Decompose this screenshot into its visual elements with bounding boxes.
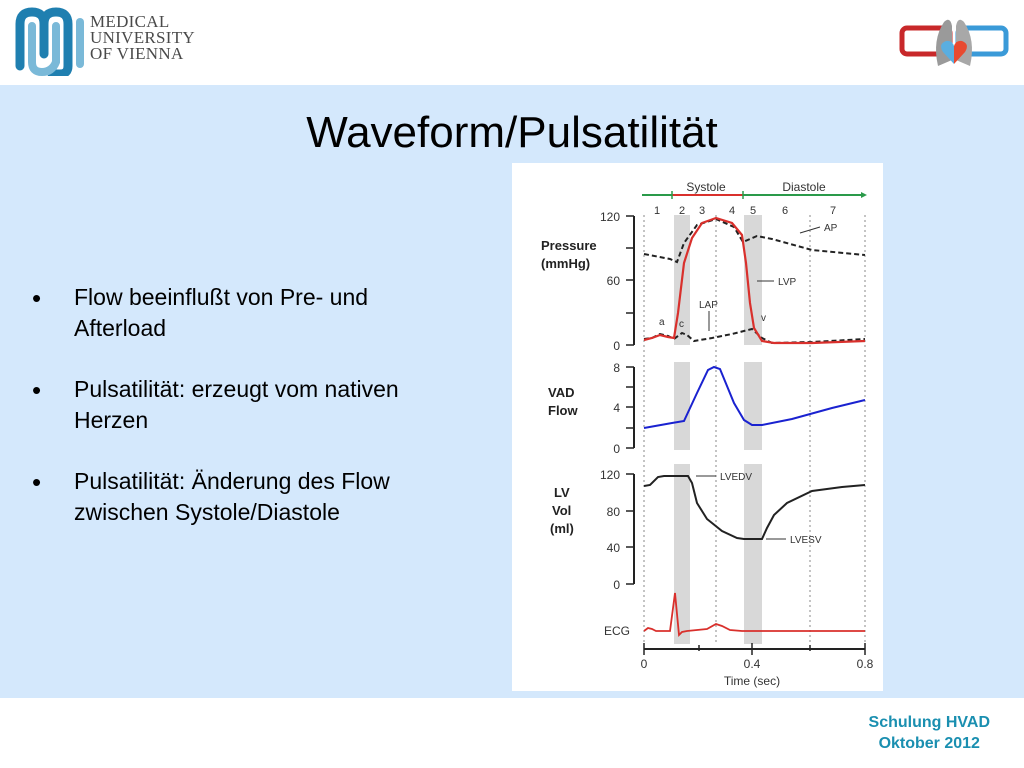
isovolumic-band	[744, 215, 762, 345]
footer-caption: Schulung HVAD Oktober 2012	[869, 712, 990, 754]
svg-text:4: 4	[729, 205, 735, 217]
medical-university-vienna-logo-icon	[15, 7, 84, 76]
bullet-text: Herzen	[74, 407, 149, 433]
isovolumic-band	[674, 464, 690, 644]
bullet-text: zwischen Systole/Diastole	[74, 499, 340, 525]
slide-title: Waveform/Pulsatilität	[306, 108, 718, 157]
systole-label: Systole	[686, 180, 726, 194]
bullet-text: Pulsatilität: erzeugt vom nativen	[74, 376, 399, 402]
lvp-curve	[643, 216, 866, 345]
vad-axis-label-2: Flow	[548, 403, 578, 418]
lvp-annotation: LVP	[778, 277, 796, 288]
svg-text:5: 5	[750, 205, 756, 217]
svg-text:3: 3	[699, 205, 705, 217]
ecg-label: ECG	[604, 624, 630, 638]
isovolumic-band	[674, 362, 690, 450]
bullet-text: Afterload	[74, 315, 167, 341]
lvedv-annotation: LVEDV	[720, 472, 752, 483]
slide-footer	[0, 698, 1024, 768]
v-wave-label: v	[761, 313, 766, 324]
vad-axis-label: VAD	[548, 385, 574, 400]
diastole-label: Diastole	[782, 180, 826, 194]
svg-text:1: 1	[654, 205, 660, 217]
logo-line-3: OF VIENNA	[90, 44, 184, 63]
waveform-figure: Systole Diastole 1 2 3 4 5 6 7 120 60 0	[512, 163, 883, 691]
svg-text:7: 7	[830, 205, 836, 217]
bullet-icon: •	[32, 375, 42, 405]
a-wave-label: a	[659, 317, 665, 328]
tick-label: 8	[613, 361, 620, 375]
isovolumic-band	[744, 464, 762, 644]
tick-label: 120	[600, 210, 620, 224]
lvvol-axis-label-2: Vol	[552, 503, 571, 518]
time-axis-label: Time (sec)	[724, 674, 780, 688]
time-axis: 0 0.4 0.8 Time (sec)	[641, 643, 874, 688]
tick-label: 0	[641, 657, 648, 671]
bullet-item: • Pulsatilität: Änderung des Flow zwisch…	[30, 466, 500, 528]
tick-label: 0	[613, 339, 620, 353]
logo-line-2: UNIVERSITY	[90, 28, 195, 47]
c-wave-label: c	[679, 319, 684, 330]
bullet-item: • Flow beeinflußt von Pre- und Afterload	[30, 282, 500, 344]
tick-label: 0	[613, 578, 620, 592]
svg-text:2: 2	[679, 205, 685, 217]
university-name: MEDICAL UNIVERSITY OF VIENNA	[90, 12, 195, 63]
lv-volume-curve	[643, 475, 866, 540]
logo-line-1: MEDICAL	[90, 12, 170, 31]
isovolumic-band	[744, 362, 762, 450]
arrow-right-icon	[861, 192, 867, 198]
tick-label: 0	[613, 442, 620, 456]
bullet-item: • Pulsatilität: erzeugt vom nativen Herz…	[30, 374, 500, 436]
lvesv-annotation: LVESV	[790, 535, 822, 546]
bullet-list: • Flow beeinflußt von Pre- und Afterload…	[30, 282, 500, 558]
tick-label: 120	[600, 468, 620, 482]
ap-curve	[643, 217, 866, 264]
ecg-trace	[643, 592, 865, 637]
tick-label: 40	[607, 541, 621, 555]
footer-line-2: Oktober 2012	[878, 735, 980, 752]
heart-lung-logo-icon	[899, 19, 1009, 66]
tick-label: 80	[607, 505, 621, 519]
vad-flow-panel: 8 4 0 VAD Flow	[548, 361, 866, 456]
bullet-text: Pulsatilität: Änderung des Flow	[74, 468, 390, 494]
tick-label: 4	[613, 401, 620, 415]
pressure-axis-label: Pressure	[541, 238, 597, 253]
pressure-axis-unit: (mmHg)	[541, 256, 590, 271]
tick-label: 60	[607, 274, 621, 288]
bullet-icon: •	[32, 283, 42, 313]
phase-gridlines	[643, 215, 866, 643]
tick-label: 0.8	[857, 657, 874, 671]
footer-line-1: Schulung HVAD	[868, 714, 990, 731]
ap-annotation: AP	[824, 223, 838, 234]
bullet-icon: •	[32, 467, 42, 497]
lvvol-axis-label: LV	[554, 485, 570, 500]
lap-annotation: LAP	[699, 300, 718, 311]
pressure-panel: 120 60 0 Pressure (mmHg) AP LVP LAP a c	[541, 210, 866, 353]
bullet-text: Flow beeinflußt von Pre- und	[74, 284, 369, 310]
lv-volume-panel: 120 80 40 0 LV Vol (ml) LVEDV LVESV	[550, 468, 866, 592]
waveform-chart: Systole Diastole 1 2 3 4 5 6 7 120 60 0	[541, 180, 874, 688]
slide-header: MEDICAL UNIVERSITY OF VIENNA	[0, 0, 1024, 85]
svg-text:6: 6	[782, 205, 788, 217]
vad-flow-curve	[643, 365, 866, 429]
phase-numbers: 1 2 3 4 5 6 7	[654, 205, 836, 217]
ecg-panel: ECG	[604, 592, 865, 638]
tick-label: 0.4	[744, 657, 761, 671]
lvvol-axis-unit: (ml)	[550, 521, 574, 536]
